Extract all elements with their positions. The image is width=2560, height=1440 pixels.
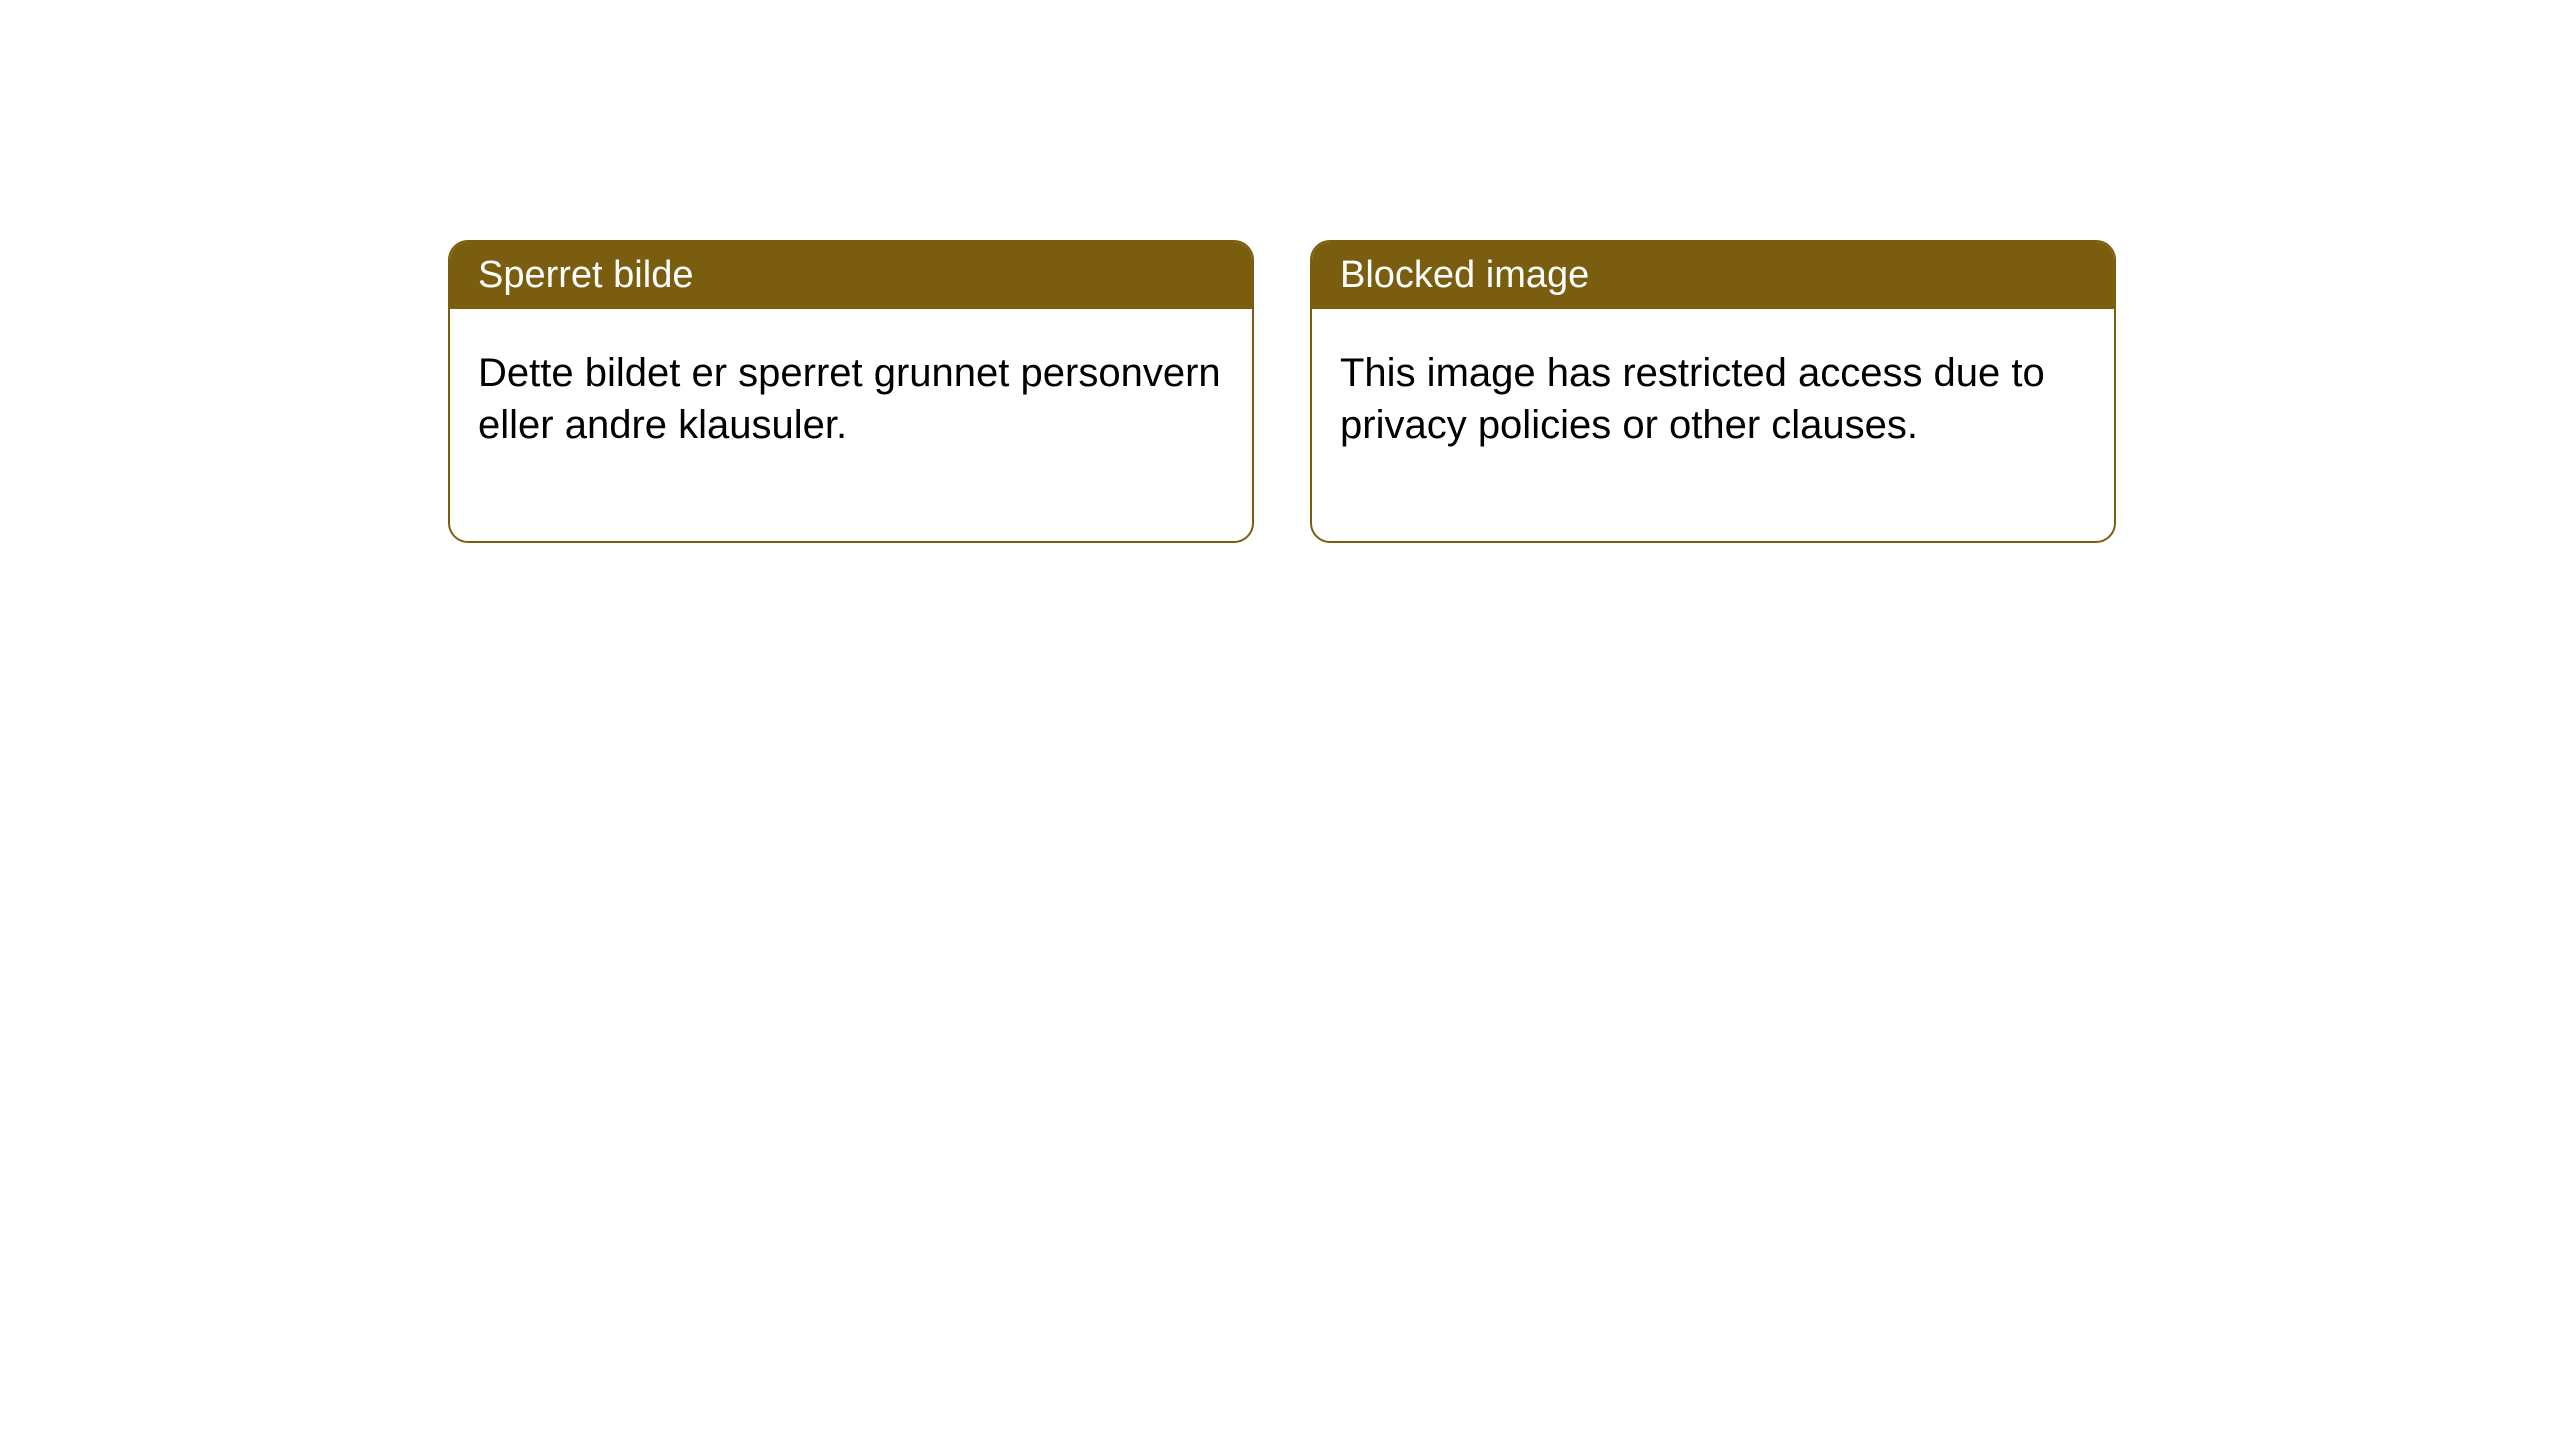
notice-title: Blocked image [1312, 242, 2114, 309]
notice-card-english: Blocked image This image has restricted … [1310, 240, 2116, 543]
notice-container: Sperret bilde Dette bildet er sperret gr… [0, 0, 2560, 543]
notice-body: Dette bildet er sperret grunnet personve… [450, 309, 1252, 541]
notice-body: This image has restricted access due to … [1312, 309, 2114, 541]
notice-card-norwegian: Sperret bilde Dette bildet er sperret gr… [448, 240, 1254, 543]
notice-title: Sperret bilde [450, 242, 1252, 309]
